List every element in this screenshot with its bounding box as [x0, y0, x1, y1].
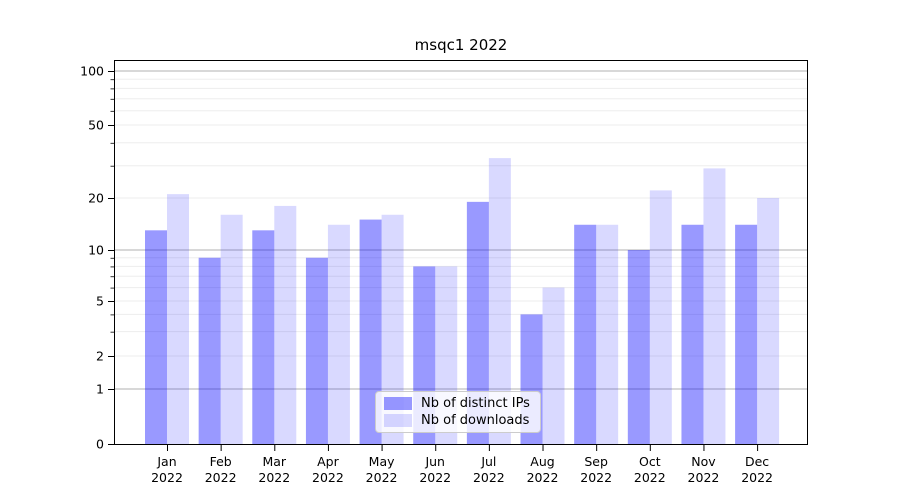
- bar-distinct-ips: [145, 230, 167, 444]
- legend-swatch-distinct-ips: [384, 397, 412, 410]
- bar-distinct-ips: [627, 250, 650, 444]
- legend-label-downloads: Nb of downloads: [421, 413, 530, 428]
- bar-distinct-ips: [574, 224, 597, 444]
- legend: Nb of distinct IPs Nb of downloads: [375, 391, 541, 433]
- bar-downloads: [649, 190, 672, 444]
- x-tick-label-year: 2022: [419, 470, 451, 485]
- legend-swatch-downloads: [384, 414, 412, 427]
- y-tick-label: 20: [88, 191, 104, 206]
- x-tick-label-month: May: [369, 454, 395, 469]
- y-tick-label: 10: [88, 243, 104, 258]
- x-tick-label-year: 2022: [634, 470, 666, 485]
- y-tick-label: 50: [88, 118, 104, 133]
- x-tick-label-year: 2022: [473, 470, 505, 485]
- x-tick-label-month: Dec: [745, 454, 769, 469]
- bar-downloads: [274, 205, 297, 444]
- bar-distinct-ips: [252, 230, 275, 444]
- bar-downloads: [596, 224, 619, 444]
- bar-downloads: [757, 198, 780, 444]
- y-tick-label: 100: [80, 64, 104, 79]
- bar-downloads: [220, 214, 243, 444]
- legend-row-downloads: Nb of downloads: [384, 413, 532, 428]
- y-tick-label: 2: [96, 349, 104, 364]
- legend-label-distinct-ips: Nb of distinct IPs: [421, 396, 530, 411]
- axes-spines: [114, 60, 808, 445]
- x-tick-label-month: Nov: [691, 454, 716, 469]
- x-tick-label-month: Apr: [317, 454, 339, 469]
- legend-row-distinct-ips: Nb of distinct IPs: [384, 396, 532, 411]
- bar-downloads: [381, 214, 404, 444]
- bar-downloads: [542, 287, 565, 444]
- bar-distinct-ips: [198, 257, 221, 444]
- x-tick-label-month: Jul: [480, 454, 496, 469]
- x-tick-label-month: Jun: [424, 454, 445, 469]
- y-tick-label: 5: [96, 294, 104, 309]
- x-tick-label-year: 2022: [151, 470, 183, 485]
- chart-title: msqc1 2022: [414, 36, 508, 54]
- x-tick-label-year: 2022: [366, 470, 398, 485]
- bar-downloads: [703, 168, 726, 444]
- x-tick-label-month: Aug: [530, 454, 554, 469]
- x-tick-label-month: Sep: [584, 454, 608, 469]
- bar-downloads: [488, 158, 511, 445]
- y-tick-label: 1: [96, 382, 104, 397]
- bar-downloads: [167, 194, 189, 444]
- x-tick-label-month: Mar: [262, 454, 286, 469]
- x-tick-label-year: 2022: [741, 470, 773, 485]
- x-tick-label-year: 2022: [527, 470, 559, 485]
- bar-downloads: [327, 224, 350, 444]
- x-tick-label-month: Feb: [210, 454, 232, 469]
- bar-distinct-ips: [466, 201, 489, 444]
- bar-distinct-ips: [735, 224, 758, 444]
- x-tick-label-month: Jan: [156, 454, 176, 469]
- x-tick-label-year: 2022: [258, 470, 290, 485]
- y-tick-label: 0: [96, 437, 104, 452]
- bar-distinct-ips: [305, 257, 328, 444]
- x-tick-label-year: 2022: [580, 470, 612, 485]
- x-tick-label-year: 2022: [312, 470, 344, 485]
- x-tick-label-year: 2022: [205, 470, 237, 485]
- x-tick-label-year: 2022: [688, 470, 720, 485]
- bar-distinct-ips: [359, 219, 382, 444]
- bar-distinct-ips: [681, 224, 704, 444]
- x-tick-label-month: Oct: [639, 454, 661, 469]
